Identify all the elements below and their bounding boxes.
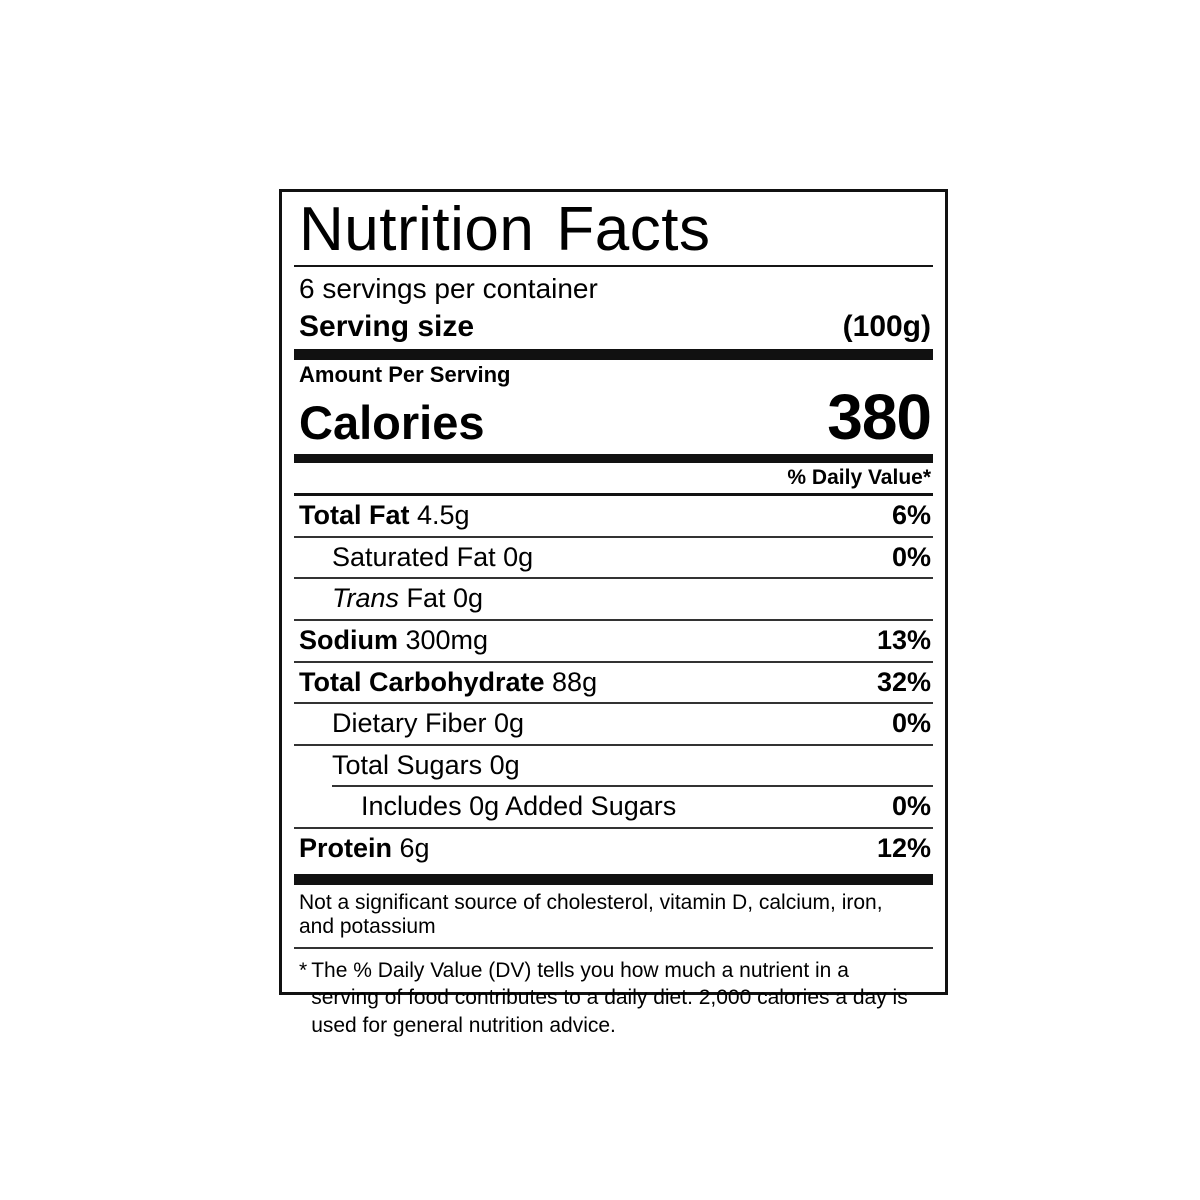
amount-per-serving-label: Amount Per Serving xyxy=(299,361,511,387)
bar-under-protein xyxy=(294,873,933,885)
nutrient-name-total-fat: Total Fat xyxy=(299,500,410,531)
nutrient-label-sodium: Sodium 300mg xyxy=(299,623,488,659)
nutrient-label-protein: Protein 6g xyxy=(299,831,430,867)
serving-size-row: Serving size (100g) xyxy=(299,310,933,344)
nutrient-label-total-sugars: Total Sugars 0g xyxy=(332,749,520,780)
nutrient-percent-sodium: 13% xyxy=(876,624,931,655)
nutrient-row-saturated-fat: Saturated Fat 0g 0% xyxy=(294,538,933,578)
calories-value: 380 xyxy=(827,381,932,454)
rule-under-total-sugars xyxy=(332,785,933,788)
nutrient-label-total-fat: Total Fat 4.5g xyxy=(299,498,470,534)
serving-size-label: Serving size xyxy=(299,309,475,343)
calories-row: Calories 380 xyxy=(299,385,933,449)
nutrient-percent-added-sugars: 0% xyxy=(891,791,931,822)
nutrient-label-saturated-fat: Saturated Fat 0g xyxy=(332,541,534,572)
calories-label: Calories xyxy=(299,396,485,450)
footnote-not-significant-source: Not a significant source of cholesterol,… xyxy=(299,890,883,939)
nutrient-row-total-carbohydrate: Total Carbohydrate 88g 32% xyxy=(294,663,933,703)
nutrient-percent-protein: 12% xyxy=(876,833,931,864)
bar-under-calories xyxy=(294,454,933,464)
footnote-asterisk: * xyxy=(299,959,308,983)
title-word-nutrition: Nutrition xyxy=(299,195,535,264)
rule-under-total-fat xyxy=(294,535,933,538)
nutrient-row-sodium: Sodium 300mg 13% xyxy=(294,621,933,661)
nutrient-label-total-carbohydrate: Total Carbohydrate 88g xyxy=(299,665,597,701)
nutrient-amount-total-carbohydrate: 88g xyxy=(544,666,598,697)
nutrient-row-total-sugars: Total Sugars 0g xyxy=(294,746,933,786)
nutrient-name-protein: Protein xyxy=(299,833,393,864)
nutrient-percent-total-fat: 6% xyxy=(891,500,931,531)
rule-under-sodium xyxy=(294,660,933,663)
nutrient-row-added-sugars: Includes 0g Added Sugars 0% xyxy=(294,787,933,827)
rule-under-title xyxy=(294,265,933,268)
nutrient-row-total-fat: Total Fat 4.5g 6% xyxy=(294,496,933,536)
nutrient-percent-total-carbohydrate: 32% xyxy=(876,666,931,697)
daily-value-header: % Daily Value* xyxy=(787,466,931,490)
nutrient-name-sodium: Sodium xyxy=(299,624,398,655)
nutrient-label-trans-fat: Trans Fat 0g xyxy=(299,581,483,617)
serving-size-value: (100g) xyxy=(842,309,931,343)
title-word-facts: Facts xyxy=(556,195,711,264)
nutrient-name-total-carbohydrate: Total Carbohydrate xyxy=(299,666,545,697)
rule-above-total-fat xyxy=(294,493,933,497)
rule-between-footnotes xyxy=(294,947,933,950)
nutrient-row-dietary-fiber: Dietary Fiber 0g 0% xyxy=(294,704,933,744)
nutrient-percent-dietary-fiber: 0% xyxy=(891,708,931,739)
nutrient-row-trans-fat: Trans Fat 0g xyxy=(294,579,933,619)
rule-under-added-sugars xyxy=(294,827,933,830)
nutrient-name-trans: Trans xyxy=(332,583,400,614)
nutrient-amount-sodium: 300mg xyxy=(398,624,489,655)
nutrition-facts-panel: Nutrition Facts 6 servings per container … xyxy=(279,189,948,1037)
nutrient-label-added-sugars: Includes 0g Added Sugars xyxy=(361,791,677,822)
rule-under-dietary-fiber xyxy=(294,743,933,746)
rule-under-saturated-fat xyxy=(294,577,933,580)
nutrient-row-protein: Protein 6g 12% xyxy=(294,829,933,869)
footnote-daily-value: * The % Daily Value (DV) tells you how m… xyxy=(299,957,933,1039)
bar-under-serving-size xyxy=(294,348,933,360)
nutrient-label-dietary-fiber: Dietary Fiber 0g xyxy=(332,708,525,739)
nutrient-amount-protein: 6g xyxy=(392,833,430,864)
nutrient-percent-saturated-fat: 0% xyxy=(891,541,931,572)
rule-under-trans-fat xyxy=(294,618,933,621)
nutrient-amount-total-fat: 4.5g xyxy=(409,500,470,531)
rule-under-total-carbohydrate xyxy=(294,702,933,705)
nutrient-amount-trans-fat: Fat 0g xyxy=(399,583,484,614)
page-title: Nutrition Facts xyxy=(299,198,933,261)
servings-per-container: 6 servings per container xyxy=(299,273,598,305)
footnote-daily-value-text: The % Daily Value (DV) tells you how muc… xyxy=(311,959,908,1037)
